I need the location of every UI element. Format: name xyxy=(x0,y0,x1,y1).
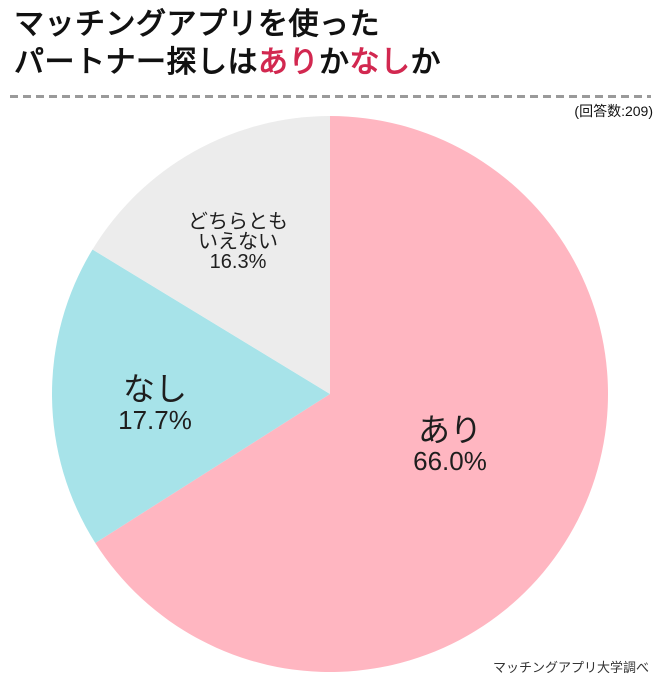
slice-label-dochiratomo-ienai: どちらとも いえない 16.3% xyxy=(188,212,288,272)
title-segment: パートナー探しは xyxy=(14,46,258,79)
slice-name: なし xyxy=(122,371,188,407)
pie-slice-1 xyxy=(52,249,331,543)
dashed-divider xyxy=(10,95,651,98)
slice-percent: 66.0% xyxy=(413,446,487,476)
title-line-1: マッチングアプリを使った xyxy=(14,8,380,41)
slice-percent: 17.7% xyxy=(118,405,192,435)
title-segment-accent-ari: あり xyxy=(258,46,319,79)
title-segment: か xyxy=(319,46,350,79)
title-line-2: パートナー探しはありかなしか xyxy=(14,44,441,82)
slice-name-line-2: いえない xyxy=(198,231,278,253)
slice-percent: 16.3% xyxy=(209,251,267,273)
title-segment-accent-nashi: なし xyxy=(349,46,411,79)
slice-name: あり xyxy=(417,412,483,448)
slice-name-line-1: どちらとも xyxy=(188,211,288,233)
page-title: マッチングアプリを使った パートナー探しはありかなしか xyxy=(14,6,441,82)
title-segment: か xyxy=(410,46,441,79)
respondents-note: (回答数:209) xyxy=(574,103,653,119)
pie-slice-2 xyxy=(92,115,330,394)
slice-label-ari: あり 66.0% xyxy=(413,413,487,475)
source-credit: マッチングアプリ大学調べ xyxy=(492,660,649,675)
slice-label-nashi: なし 17.7% xyxy=(118,372,192,434)
pie-slice-0 xyxy=(95,116,609,673)
